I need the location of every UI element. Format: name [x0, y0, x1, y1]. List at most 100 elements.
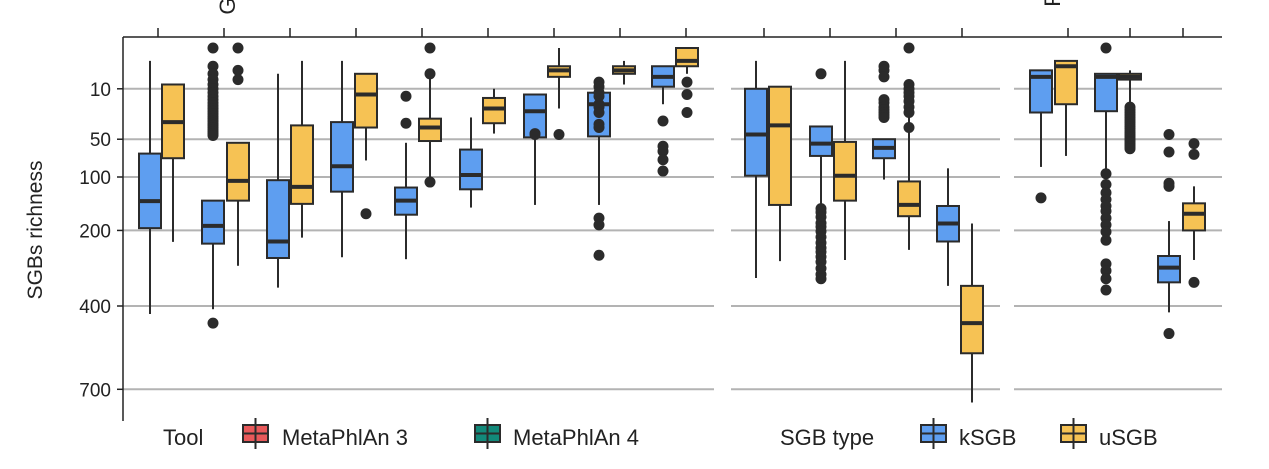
outlier-f1-g8-kSGB-0-11 — [593, 249, 605, 261]
outlier-f1-g9-kSGB-0-0 — [657, 115, 669, 127]
outlier-f1-g9-uSGB-1-0 — [681, 76, 693, 88]
box-f1-g9-kSGB-0 — [651, 65, 675, 177]
outlier-f1-g2-uSGB-1-2 — [232, 74, 244, 86]
box-f2-g5-kSGB-0 — [1029, 69, 1053, 204]
legend-metaphlan4-key — [474, 418, 501, 449]
box-f2-g2-kSGB-0 — [809, 68, 833, 285]
outlier-f1-g9-kSGB-0-2 — [657, 145, 669, 157]
box-f2-g3-uSGB-1 — [897, 42, 921, 250]
box-f1-g4-kSGB-0 — [330, 60, 354, 258]
box-body-f1-g3-kSGB-0 — [266, 179, 290, 259]
box-f1-g2-kSGB-0 — [201, 42, 225, 329]
outlier-f1-g5-uSGB-1-2 — [424, 176, 436, 188]
box-body-f1-g6-kSGB-0 — [459, 148, 483, 191]
box-f1-g9-uSGB-1 — [675, 47, 699, 118]
legend-metaphlan3-label: MetaPhlAn 3 — [282, 425, 408, 450]
box-f1-g6-kSGB-0 — [459, 117, 483, 208]
box-f2-g3-kSGB-0 — [872, 60, 896, 180]
box-f1-g8-uSGB-1 — [612, 60, 636, 85]
box-body-f1-g9-uSGB-1 — [675, 47, 699, 68]
axes: 10 50 100 200 400 700 — [79, 28, 1222, 421]
box-f2-g6-kSGB-2 — [1157, 129, 1181, 340]
box-f2-g5-uSGB-1 — [1054, 59, 1078, 156]
outlier-f2-g2-kSGB-0-15 — [815, 273, 827, 285]
box-f2-g4-uSGB-1 — [960, 223, 984, 403]
box-f1-g8-kSGB-0 — [587, 76, 611, 261]
outlier-f2-g5-kSGB-0-0 — [1035, 192, 1047, 204]
box-body-f2-g1-kSGB-0 — [744, 87, 768, 177]
box-f1-g2-uSGB-1 — [226, 42, 250, 266]
outlier-f1-g5-uSGB-1-1 — [424, 68, 436, 80]
box-f1-g1-uSGB-1 — [161, 83, 185, 242]
facet-label-1: G — [215, 0, 240, 15]
box-body-f2-g2-kSGB-0 — [809, 125, 833, 157]
outlier-f1-g4-uSGB-1-0 — [360, 208, 372, 220]
legend: Tool MetaPhlAn 3 MetaPhlAn 4 SGB type kS… — [163, 418, 1158, 450]
outlier-f1-g2-kSGB-0-24 — [207, 317, 219, 329]
box-body-f1-g1-kSGB-0 — [138, 152, 162, 230]
box-body-f1-g2-uSGB-1 — [226, 141, 250, 202]
outlier-f2-g6-kSGB-0-1 — [1100, 168, 1112, 180]
outlier-f2-g6-kSGB-2-1 — [1163, 146, 1175, 158]
y-tick-label-400: 400 — [79, 297, 111, 318]
box-body-f1-g6-uSGB-1 — [482, 96, 506, 125]
box-body-f2-g6-uSGB-3 — [1182, 202, 1206, 232]
outlier-f1-g9-kSGB-0-4 — [657, 165, 669, 177]
y-axis-title: SGBs richness — [24, 161, 47, 300]
outlier-f1-g7-kSGB-0-1 — [529, 129, 541, 141]
box-body-f1-g4-kSGB-0 — [330, 121, 354, 193]
box-body-f1-g4-uSGB-1 — [354, 72, 378, 129]
box-body-f2-g6-kSGB-0 — [1094, 72, 1118, 113]
boxes — [138, 42, 1206, 403]
box-f1-g7-uSGB-1 — [547, 48, 571, 141]
box-f2-g2-uSGB-1 — [833, 60, 857, 260]
outlier-f2-g6-uSGB-1-20 — [1124, 143, 1136, 155]
outlier-f2-g3-uSGB-1-8 — [903, 122, 915, 134]
box-f1-g6-uSGB-1 — [482, 88, 506, 134]
outlier-f1-g5-uSGB-1-0 — [424, 42, 436, 54]
legend-tool-title: Tool — [163, 425, 203, 450]
box-f1-g3-kSGB-0 — [266, 73, 290, 288]
box-body-f2-g1-uSGB-1 — [768, 85, 792, 206]
y-tick-label-50: 50 — [90, 130, 111, 151]
box-body-f2-g4-uSGB-1 — [960, 284, 984, 355]
outlier-f1-g9-kSGB-0-3 — [657, 154, 669, 166]
box-f1-g5-kSGB-0 — [394, 90, 418, 260]
legend-usgb-label: uSGB — [1099, 425, 1158, 450]
facet-label-2: F — [1040, 0, 1065, 7]
legend-ksgb-key — [920, 418, 947, 449]
box-body-f2-g3-uSGB-1 — [897, 180, 921, 218]
outlier-f1-g2-uSGB-1-1 — [232, 64, 244, 76]
legend-metaphlan3-key — [242, 418, 269, 449]
legend-ksgb-label: kSGB — [959, 425, 1016, 450]
box-f2-g6-uSGB-1 — [1118, 70, 1142, 155]
box-f1-g7-kSGB-0 — [523, 93, 547, 205]
outlier-f2-g3-kSGB-0-9 — [878, 111, 890, 123]
outlier-f2-g6-kSGB-0-9 — [1100, 226, 1112, 238]
outlier-f1-g5-kSGB-0-1 — [400, 117, 412, 129]
outlier-f2-g6-kSGB-0-13 — [1100, 273, 1112, 285]
labels: SGBs richness G F — [24, 0, 1065, 299]
box-body-f1-g2-kSGB-0 — [201, 199, 225, 245]
outlier-f1-g8-kSGB-0-3 — [593, 90, 605, 102]
outlier-f2-g6-kSGB-2-4 — [1163, 328, 1175, 340]
outlier-f2-g6-uSGB-3-1 — [1188, 148, 1200, 160]
outlier-f2-g6-uSGB-3-0 — [1188, 138, 1200, 150]
box-body-f1-g3-uSGB-1 — [290, 124, 314, 205]
gridlines — [123, 87, 1222, 391]
outlier-f1-g8-kSGB-0-10 — [593, 219, 605, 231]
outlier-f1-g5-kSGB-0-0 — [400, 90, 412, 102]
outlier-f2-g2-kSGB-0-0 — [815, 68, 827, 80]
outlier-f1-g9-uSGB-1-2 — [681, 107, 693, 118]
outlier-f1-g8-kSGB-0-6 — [593, 107, 605, 118]
outlier-f1-g9-uSGB-1-1 — [681, 89, 693, 101]
outlier-f2-g6-kSGB-0-12 — [1100, 265, 1112, 277]
box-body-f2-g2-uSGB-1 — [833, 140, 857, 202]
y-tick-label-200: 200 — [79, 221, 111, 242]
legend-usgb-key — [1060, 418, 1087, 449]
outlier-f2-g6-kSGB-2-0 — [1163, 129, 1175, 141]
legend-metaphlan4-label: MetaPhlAn 4 — [513, 425, 639, 450]
y-tick-label-100: 100 — [79, 168, 111, 189]
box-f1-g5-uSGB-1 — [418, 42, 442, 188]
